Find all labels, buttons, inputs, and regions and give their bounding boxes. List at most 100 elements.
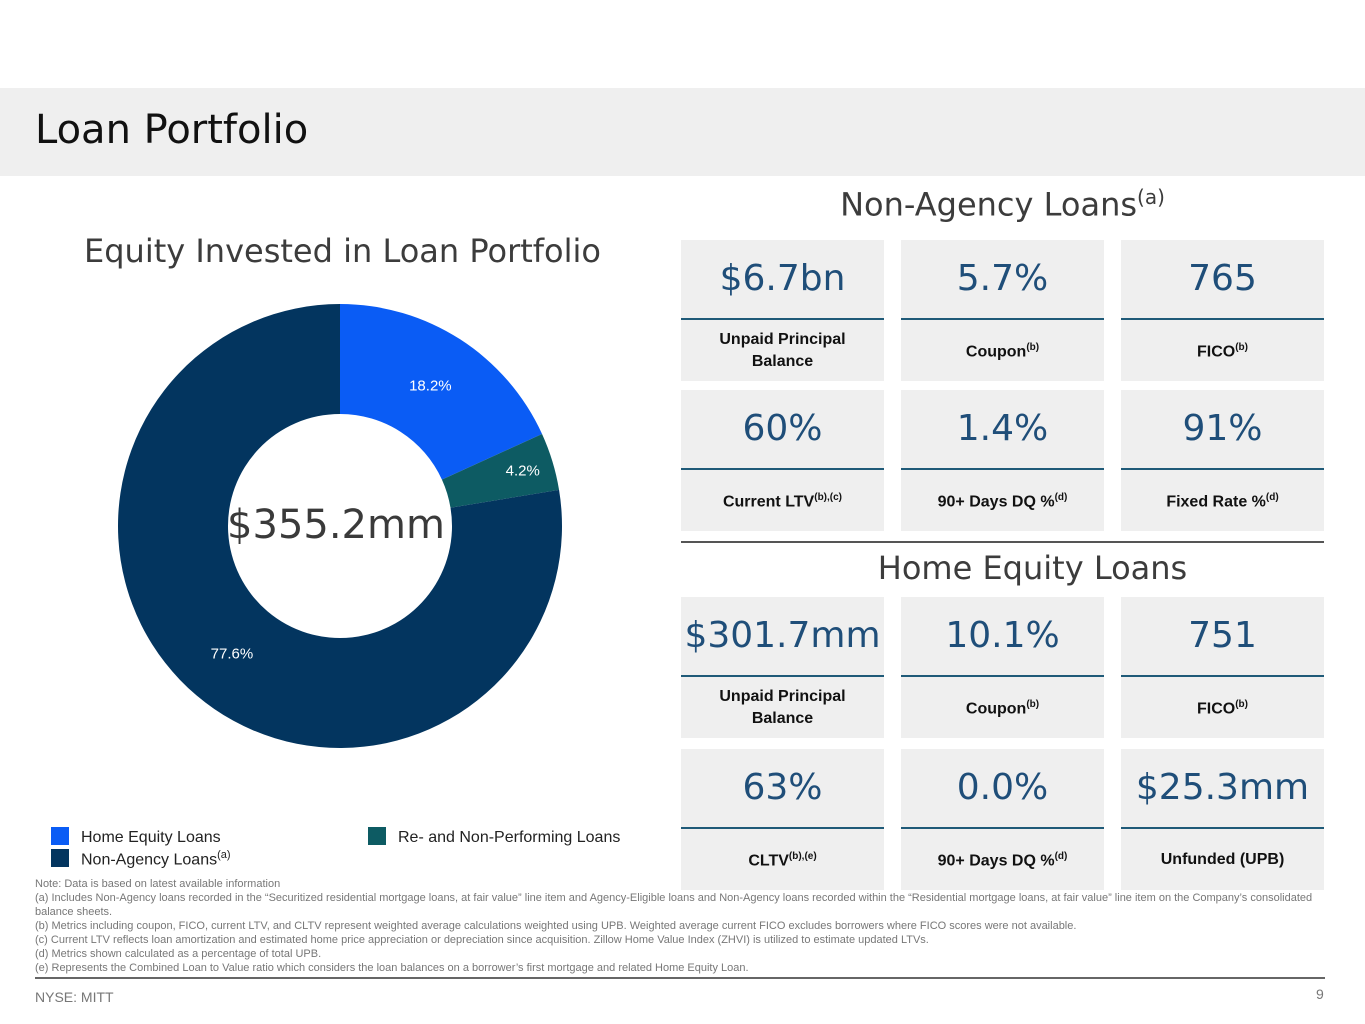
- metric-label-text: FICO: [1197, 700, 1236, 718]
- metric-card: 765 FICO(b): [1121, 240, 1324, 381]
- metric-value: 5.7%: [956, 258, 1049, 299]
- metric-value: $25.3mm: [1135, 767, 1310, 808]
- metric-label-text: 90+ Days DQ %: [937, 852, 1055, 870]
- metric-label-text: Fixed Rate %: [1166, 493, 1266, 511]
- legend-label-non-agency: Non-Agency Loans: [81, 851, 218, 869]
- metric-card: $25.3mm Unfunded (UPB): [1121, 749, 1324, 890]
- legend-note-non-agency: (a): [217, 849, 231, 861]
- section-divider: [681, 541, 1324, 543]
- metric-label-text: Unpaid Principal Balance: [719, 687, 846, 727]
- non-agency-title-note: (a): [1137, 185, 1165, 209]
- footer-rule: [35, 977, 1325, 979]
- metric-label-note: (d): [1054, 851, 1068, 863]
- legend-home-equity: Home Equity Loans: [51, 827, 221, 847]
- legend-swatch-home-equity: [51, 827, 69, 845]
- metric-label: Fixed Rate %(d): [1129, 470, 1316, 531]
- metric-card: 60% Current LTV(b),(c): [681, 390, 884, 531]
- legend-label-home-equity: Home Equity Loans: [81, 829, 221, 846]
- metric-label-note: (b),(e): [788, 851, 817, 863]
- home-equity-title: Home Equity Loans: [877, 549, 1188, 587]
- metric-label: Current LTV(b),(c): [689, 470, 876, 531]
- metric-label-note: (d): [1054, 492, 1068, 504]
- metric-rule: [1121, 318, 1324, 320]
- metric-label-text: Unfunded (UPB): [1160, 850, 1285, 868]
- donut-slices: [118, 304, 563, 748]
- slice-label: 77.6%: [211, 645, 254, 662]
- metric-card: 63% CLTV(b),(e): [681, 749, 884, 890]
- metric-value: 1.4%: [956, 408, 1049, 449]
- metric-label: Coupon(b): [909, 677, 1096, 738]
- donut-chart: 18.2% 4.2% 77.6% $355.2mm: [118, 304, 563, 748]
- center-label: $355.2mm: [227, 502, 445, 548]
- metric-label-note: (d): [1265, 492, 1279, 504]
- metric-label: Unpaid Principal Balance: [689, 320, 876, 381]
- slice-label: 4.2%: [506, 462, 540, 479]
- metric-label: FICO(b): [1129, 677, 1316, 738]
- metric-label-text: Current LTV: [722, 493, 815, 511]
- metric-label-text: 90+ Days DQ %: [937, 493, 1055, 511]
- metric-label-text: Coupon: [965, 343, 1027, 361]
- metric-label: 90+ Days DQ %(d): [909, 470, 1096, 531]
- metric-value: 60%: [742, 408, 823, 449]
- footnote: (c) Current LTV reflects loan amortizati…: [35, 934, 929, 946]
- metric-card: $6.7bn Unpaid Principal Balance: [681, 240, 884, 381]
- footnote: (e) Represents the Combined Loan to Valu…: [35, 962, 749, 974]
- metric-rule: [681, 318, 884, 320]
- metric-label-text: FICO: [1197, 343, 1236, 361]
- donut-slice: [118, 304, 563, 748]
- metric-label-text: Coupon: [965, 700, 1027, 718]
- metric-rule: [901, 468, 1104, 470]
- metric-label-note: (b): [1235, 342, 1248, 354]
- metric-label-note: (b): [1235, 699, 1248, 711]
- metric-label-text: Unpaid Principal Balance: [719, 330, 846, 370]
- legend-rpl-npl: Re- and Non-Performing Loans: [368, 827, 620, 847]
- non-agency-title: Non-Agency Loans(a): [681, 185, 1324, 224]
- metric-card: 0.0% 90+ Days DQ %(d): [901, 749, 1104, 890]
- slice-label: 18.2%: [409, 378, 452, 395]
- metric-rule: [901, 318, 1104, 320]
- metric-value: $6.7bn: [719, 258, 846, 299]
- metric-label-note: (b): [1026, 342, 1040, 354]
- metric-card: 751 FICO(b): [1121, 597, 1324, 738]
- metric-value: 63%: [742, 767, 823, 808]
- legend-swatch-rpl-npl: [368, 827, 386, 845]
- metric-value: 765: [1188, 258, 1257, 299]
- chart-title: Equity Invested in Loan Portfolio: [84, 232, 601, 270]
- metric-label-note: (b): [1026, 699, 1040, 711]
- metric-rule: [901, 675, 1104, 677]
- slice-labels: 18.2% 4.2% 77.6%: [211, 378, 540, 663]
- metric-label: Unpaid Principal Balance: [689, 677, 876, 738]
- footnote: (b) Metrics including coupon, FICO, curr…: [35, 920, 1077, 932]
- metric-label: CLTV(b),(e): [689, 829, 876, 890]
- donut-slice: [340, 304, 543, 480]
- metric-label: FICO(b): [1129, 320, 1316, 381]
- metric-label: Coupon(b): [909, 320, 1096, 381]
- footnotes: Note: Data is based on latest available …: [35, 877, 1335, 975]
- legend-label-rpl-npl: Re- and Non-Performing Loans: [398, 829, 621, 846]
- donut-slice: [441, 434, 560, 508]
- metric-rule: [1121, 468, 1324, 470]
- legend-swatch-non-agency: [51, 849, 69, 868]
- metric-value: $301.7mm: [684, 615, 881, 656]
- metric-rule: [1121, 827, 1324, 829]
- page-title: Loan Portfolio: [35, 107, 309, 153]
- metric-rule: [681, 675, 884, 677]
- metric-card: $301.7mm Unpaid Principal Balance: [681, 597, 884, 738]
- metric-rule: [1121, 675, 1324, 677]
- footnote: Note: Data is based on latest available …: [35, 878, 281, 890]
- metric-card: 10.1% Coupon(b): [901, 597, 1104, 738]
- metric-value: 751: [1188, 615, 1257, 656]
- footnote: (a) Includes Non-Agency loans recorded i…: [35, 892, 1313, 918]
- metric-label: Unfunded (UPB): [1129, 829, 1316, 890]
- footnote: (d) Metrics shown calculated as a percen…: [35, 948, 322, 960]
- metric-card: 91% Fixed Rate %(d): [1121, 390, 1324, 531]
- metric-rule: [681, 468, 884, 470]
- legend-non-agency: Non-Agency Loans(a): [51, 849, 231, 869]
- footer-ticker: NYSE: MITT: [35, 989, 114, 1005]
- metric-value: 91%: [1182, 408, 1263, 449]
- title-bar: [0, 88, 1365, 176]
- metric-value: 10.1%: [945, 615, 1060, 656]
- metric-rule: [681, 827, 884, 829]
- metric-label: 90+ Days DQ %(d): [909, 829, 1096, 890]
- metric-value: 0.0%: [956, 767, 1049, 808]
